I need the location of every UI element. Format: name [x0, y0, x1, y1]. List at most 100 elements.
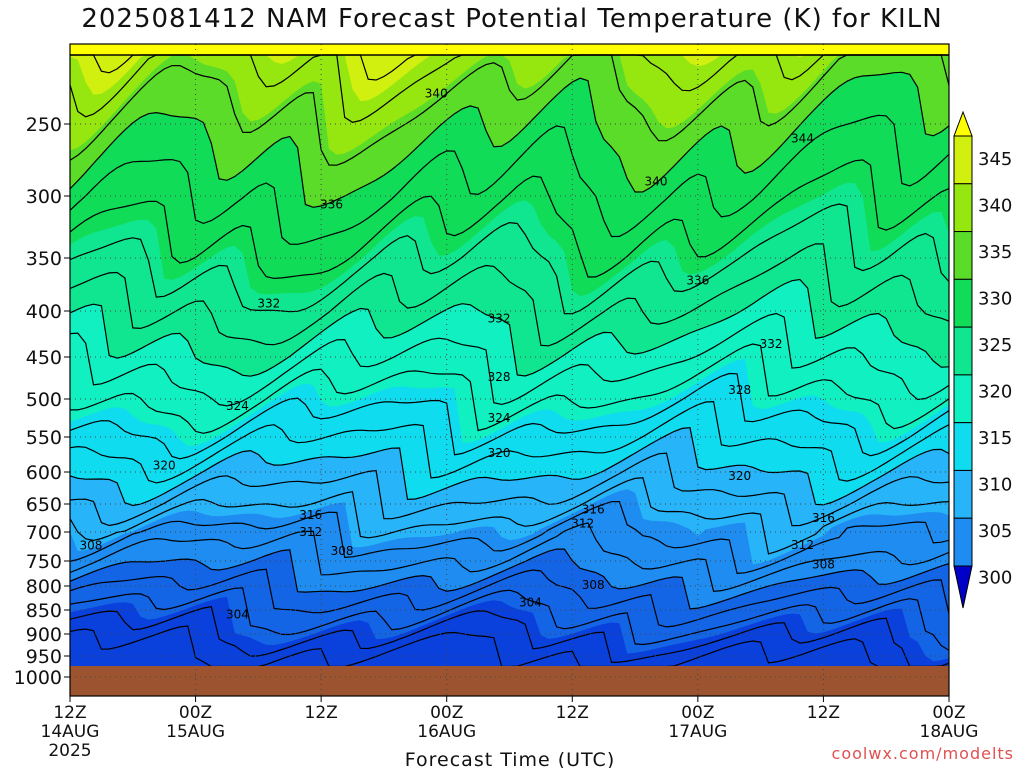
y-tick-label: 1000 — [14, 667, 62, 689]
contour-label: 304 — [226, 607, 249, 621]
contour-label: 340 — [425, 87, 448, 101]
chart-title: 2025081412 NAM Forecast Potential Temper… — [81, 4, 943, 34]
contour-label: 324 — [226, 399, 249, 413]
contour-304 — [70, 605, 949, 668]
x-tick-date: 18AUG — [920, 722, 979, 742]
contour-label: 320 — [728, 469, 751, 483]
contour-312 — [70, 522, 949, 592]
colorbar-segment — [953, 469, 973, 519]
contour-label: 308 — [582, 578, 605, 592]
x-tick-label: 12Z — [305, 703, 338, 723]
colorbar-top-arrow — [953, 110, 973, 137]
contour-label: 308 — [812, 558, 835, 572]
contour-308 — [70, 568, 949, 628]
contour-label: 332 — [257, 297, 280, 311]
y-tick-label: 850 — [26, 600, 62, 622]
colorbar-segment — [953, 231, 973, 280]
contour-label: 324 — [488, 411, 511, 425]
filled-contour-bands — [70, 44, 949, 696]
contour-336 — [70, 159, 949, 280]
ground-surface — [70, 666, 949, 696]
y-tick-label: 250 — [26, 114, 62, 136]
x-tick-date: 17AUG — [668, 722, 727, 742]
contour-label: 340 — [645, 175, 668, 189]
contour-320 — [70, 427, 949, 507]
y-tick-label: 650 — [26, 494, 62, 516]
band-345 — [70, 44, 949, 102]
contour-label: 304 — [519, 595, 542, 609]
contour-310 — [70, 548, 949, 610]
x-tick-label: 00Z — [932, 703, 965, 723]
colorbar-segment — [953, 135, 973, 185]
colorbar-bottom-arrow — [953, 565, 973, 609]
contour-label: 332 — [760, 337, 783, 351]
colorbar-label: 300 — [978, 568, 1012, 589]
y-tick-label: 700 — [26, 522, 62, 544]
contour-label: 344 — [791, 131, 814, 145]
colorbar-label: 325 — [978, 335, 1012, 356]
y-tick-label: 600 — [26, 462, 62, 484]
colorbar-segment — [953, 326, 973, 376]
contour-label: 316 — [582, 503, 605, 517]
contour-label: 312 — [299, 525, 322, 539]
contour-label: 316 — [812, 511, 835, 525]
contour-label: 328 — [488, 370, 511, 384]
contour-label: 336 — [686, 273, 709, 287]
x-tick-date: 16AUG — [417, 722, 476, 742]
contour-338 — [70, 114, 949, 245]
colorbar-label: 315 — [978, 428, 1012, 449]
contour-326 — [70, 343, 949, 434]
colorbar-label: 310 — [978, 475, 1012, 496]
contour-labels: 340 344 340 336 336 332 332 332 328 328 324 324 320 3… — [79, 87, 834, 622]
contour-label: 312 — [571, 517, 594, 531]
y-tick-label: 400 — [26, 301, 62, 323]
plot-frame — [69, 43, 950, 697]
contour-lines — [70, 54, 949, 668]
credit-link[interactable]: coolwx.com/modelts — [831, 744, 1014, 763]
colorbar-label: 335 — [978, 242, 1012, 263]
x-tick-label: 00Z — [179, 703, 212, 723]
y-tick-label: 900 — [26, 624, 62, 646]
x-tick-year: 2025 — [48, 741, 91, 761]
x-tick-label: 00Z — [430, 703, 463, 723]
contour-318 — [70, 452, 949, 527]
contour-314 — [70, 500, 949, 575]
colorbar-label: 305 — [978, 521, 1012, 542]
contour-label: 328 — [728, 383, 751, 397]
y-tick-label: 300 — [26, 186, 62, 208]
band-342.5 — [70, 44, 949, 155]
contour-label: 320 — [488, 446, 511, 460]
colorbar-segment — [953, 517, 973, 567]
y-tick-label: 950 — [26, 646, 62, 668]
contour-342 — [70, 54, 949, 166]
contour-label: 312 — [791, 538, 814, 552]
x-axis-label: Forecast Time (UTC) — [405, 749, 615, 768]
contour-label: 308 — [79, 538, 102, 552]
x-tick-date: 14AUG — [41, 722, 100, 742]
y-tick-label: 750 — [26, 551, 62, 573]
colorbar-label: 340 — [978, 196, 1012, 217]
y-tick-label: 500 — [26, 389, 62, 411]
y-tick-label: 800 — [26, 576, 62, 598]
contour-340 — [70, 71, 949, 208]
colorbar-label: 330 — [978, 289, 1012, 310]
x-tick-label: 12Z — [556, 703, 589, 723]
contour-306 — [70, 587, 949, 651]
colorbar-segment — [953, 278, 973, 328]
colorbar-label: 345 — [978, 149, 1012, 170]
colorbar-segment — [953, 183, 973, 233]
y-tick-label: 450 — [26, 347, 62, 369]
y-tick-label: 350 — [26, 248, 62, 270]
contour-332 — [70, 243, 949, 347]
contour-334 — [70, 203, 949, 315]
band-348 — [70, 44, 949, 55]
contour-316 — [70, 477, 949, 555]
colorbar-segment — [953, 374, 973, 424]
x-tick-label: 12Z — [53, 703, 86, 723]
colorbar-legend: 345 340 335 330 325 320 315 310 305 300 — [953, 110, 1012, 609]
y-axis-pressure-ticks: 2503003504004505005506006507007508008509… — [14, 114, 70, 689]
x-tick-label: 00Z — [681, 703, 714, 723]
x-tick-date: 15AUG — [166, 722, 225, 742]
